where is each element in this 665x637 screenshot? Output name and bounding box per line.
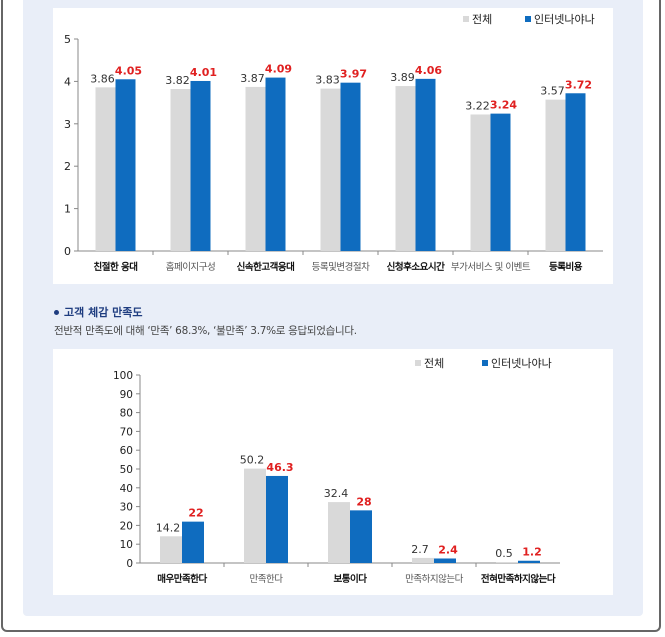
data-label-internet-nayana: 3.72 [565, 78, 592, 91]
bar-internet-nayana [415, 78, 436, 251]
data-label-total: 3.87 [240, 72, 265, 85]
y-tick-label: 60 [120, 445, 133, 457]
overall-satisfaction-chart: 0 10 20 30 40 50 60 70 80 90 100 매우만족한다 14.2 22 만족한다 50… [53, 349, 613, 595]
y-tick-label: 90 [120, 389, 133, 401]
data-label-internet-nayana: 4.05 [115, 64, 142, 77]
data-label-total: 3.86 [90, 72, 115, 85]
service-satisfaction-chart: 0 1 2 3 4 5 친절한 응대 3.86 4.05 홈페이지구성 3.82 4.01 신속한고객응… [53, 8, 613, 284]
data-label-internet-nayana: 1.2 [522, 546, 542, 559]
bar-internet-nayana [182, 521, 204, 563]
section-title: 고객 체감 만족도 [54, 304, 143, 320]
category-label: 전혀만족하지않는다 [481, 573, 556, 585]
data-label-internet-nayana: 3.97 [340, 68, 367, 81]
section-description: 전반적 만족도에 대해 ‘만족’ 68.3%, ‘불만족’ 3.7%로 응답되었… [54, 325, 357, 337]
bar-total [496, 562, 518, 563]
bar-total [320, 88, 341, 251]
bar-total [328, 502, 350, 563]
y-tick-label: 1 [64, 203, 71, 216]
bar-total [160, 536, 182, 563]
bar-internet-nayana [490, 113, 511, 252]
overall-satisfaction-svg: 0 10 20 30 40 50 60 70 80 90 100 매우만족한다 14.2 22 만족한다 50… [113, 357, 560, 585]
y-tick-label: 20 [120, 520, 133, 532]
y-tick-label: 2 [64, 160, 71, 173]
bar-internet-nayana [340, 82, 361, 251]
y-tick-label: 4 [64, 75, 71, 88]
bar-total [170, 89, 191, 251]
data-label-internet-nayana: 28 [356, 495, 371, 508]
y-tick-label: 0 [126, 558, 133, 570]
bar-total [244, 468, 266, 563]
bar-internet-nayana [350, 510, 372, 563]
data-label-total: 32.4 [324, 487, 349, 500]
category-label: 매우만족한다 [157, 573, 207, 585]
data-label-total: 3.22 [465, 99, 490, 112]
section-title-text: 고객 체감 만족도 [64, 306, 143, 319]
category-label: 친절한 응대 [93, 261, 137, 273]
legend-label-total: 전체 [424, 357, 444, 370]
category-label: 신청후소요시간 [387, 261, 445, 273]
bar-internet-nayana [115, 79, 136, 251]
data-label-internet-nayana: 4.09 [265, 63, 292, 76]
category-label: 신속한고객응대 [237, 261, 295, 273]
bullet-icon [54, 309, 59, 315]
category-label: 등록비용 [549, 261, 583, 273]
y-tick-label: 0 [64, 245, 71, 258]
bar-internet-nayana [518, 560, 540, 563]
bar-total [412, 557, 434, 563]
bar-internet-nayana [565, 93, 586, 251]
bar-internet-nayana [265, 77, 286, 251]
data-label-total: 3.82 [165, 74, 190, 87]
category-label: 홈페이지구성 [166, 261, 215, 273]
data-label-total: 0.5 [495, 547, 513, 560]
data-label-total: 50.2 [240, 454, 265, 467]
data-label-internet-nayana: 2.4 [438, 543, 458, 556]
data-label-total: 14.2 [156, 521, 181, 534]
y-tick-label: 5 [64, 33, 71, 46]
y-tick-label: 3 [64, 118, 71, 131]
bar-internet-nayana [266, 475, 288, 563]
data-label-total: 2.7 [411, 543, 429, 556]
data-label-internet-nayana: 46.3 [266, 461, 293, 474]
data-label-internet-nayana: 22 [188, 507, 203, 520]
legend-label-internet-nayana: 인터넷나야나 [534, 13, 595, 26]
legend-swatch-internet-nayana [482, 360, 488, 366]
legend-label-total: 전체 [472, 13, 492, 26]
category-label: 만족한다 [250, 574, 284, 585]
legend-swatch-total [415, 360, 421, 366]
data-label-internet-nayana: 3.24 [490, 99, 517, 112]
legend-swatch-internet-nayana [525, 16, 531, 22]
legend-label-internet-nayana: 인터넷나야나 [491, 357, 552, 370]
y-tick-label: 100 [113, 370, 133, 382]
bar-total [245, 86, 266, 251]
y-tick-label: 70 [120, 426, 133, 438]
category-label: 만족하지않는다 [405, 573, 463, 585]
data-label-total: 3.89 [390, 71, 415, 84]
data-label-total: 3.57 [540, 85, 565, 98]
bar-total [95, 87, 116, 251]
service-satisfaction-svg: 0 1 2 3 4 5 친절한 응대 3.864.05 홈페이지구성 3.824.01 신속한고객응… [64, 13, 603, 273]
bar-internet-nayana [190, 80, 211, 251]
category-label: 보통이다 [334, 573, 368, 585]
legend-swatch-total [463, 16, 469, 22]
bar-total [395, 86, 416, 252]
y-tick-label: 10 [120, 539, 133, 551]
bar-internet-nayana [434, 558, 456, 563]
category-label: 등록및변경절차 [312, 261, 370, 273]
y-tick-label: 50 [120, 464, 133, 476]
bar-total [545, 99, 566, 251]
y-tick-label: 30 [120, 502, 133, 514]
category-label: 부가서비스 및 이벤트 [451, 261, 531, 273]
y-tick-label: 80 [120, 408, 133, 420]
bar-total [470, 114, 491, 251]
y-tick-label: 40 [120, 483, 133, 495]
data-label-internet-nayana: 4.01 [190, 66, 217, 79]
data-label-total: 3.83 [315, 74, 340, 87]
data-label-internet-nayana: 4.06 [415, 64, 442, 77]
